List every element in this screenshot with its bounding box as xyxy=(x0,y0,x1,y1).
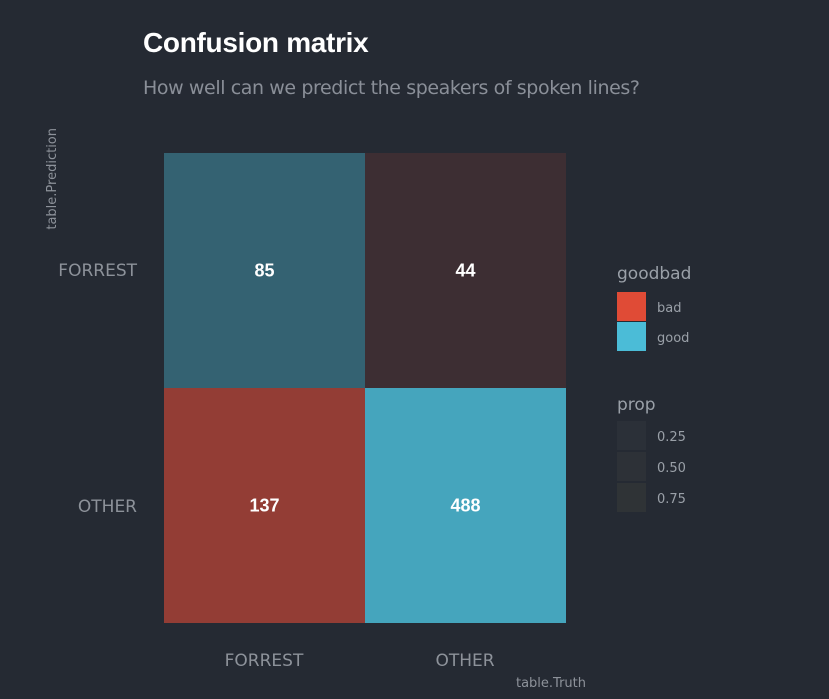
legend-label: good xyxy=(657,331,689,346)
y-axis-title: table.Prediction xyxy=(45,128,60,230)
heatmap-cells xyxy=(164,153,566,623)
chart-subtitle: How well can we predict the speakers of … xyxy=(143,77,640,99)
x-tick-label: FORREST xyxy=(225,651,304,671)
legend-fill: goodbad bad good xyxy=(617,264,691,351)
legend-title: goodbad xyxy=(617,264,691,284)
legend-alpha: prop 0.25 0.50 0.75 xyxy=(617,395,686,512)
legend-label: 0.25 xyxy=(657,430,686,445)
legend-key-good xyxy=(617,322,646,351)
legend-label: bad xyxy=(657,301,681,316)
legend-label: 0.75 xyxy=(657,492,686,507)
legend-key-bad xyxy=(617,292,646,321)
x-axis-title: table.Truth xyxy=(516,676,586,691)
legend-key-prop xyxy=(617,483,646,512)
heatmap-cell xyxy=(164,153,365,388)
cell-value-label: 137 xyxy=(249,496,279,516)
cell-value-label: 44 xyxy=(455,261,475,281)
cell-value-label: 85 xyxy=(254,261,274,281)
legend-title: prop xyxy=(617,395,656,415)
legend-key-prop xyxy=(617,452,646,481)
heatmap-cell-labels: 85 44 137 488 xyxy=(249,261,480,516)
heatmap-cell xyxy=(365,388,566,623)
chart-title: Confusion matrix xyxy=(143,27,369,58)
heatmap-cell xyxy=(164,388,365,623)
cell-value-label: 488 xyxy=(450,496,480,516)
y-tick-label: OTHER xyxy=(78,497,137,517)
legend-key-prop xyxy=(617,421,646,450)
x-tick-label: OTHER xyxy=(435,651,494,671)
legend-label: 0.50 xyxy=(657,461,686,476)
y-tick-label: FORREST xyxy=(58,261,137,281)
heatmap-cell xyxy=(365,153,566,388)
